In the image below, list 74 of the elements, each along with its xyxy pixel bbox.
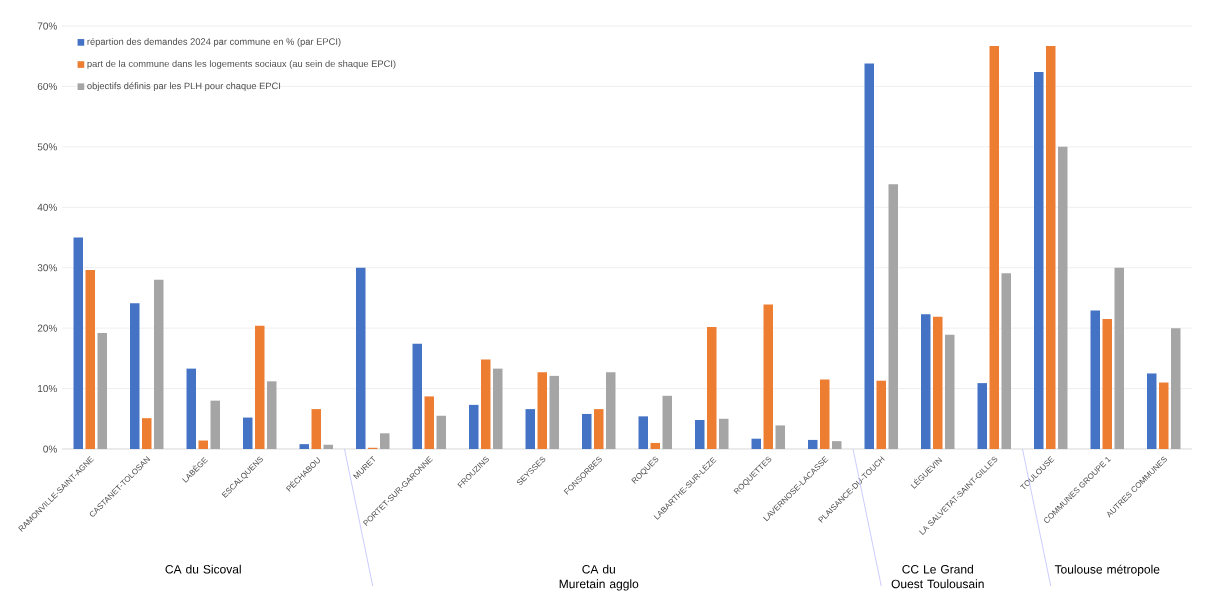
bar — [594, 409, 604, 449]
bar — [820, 379, 830, 449]
bar — [606, 372, 616, 449]
bar — [1058, 146, 1068, 449]
text: CA du Muretain agglo — [559, 564, 639, 591]
bar — [493, 368, 503, 449]
y-tick-label: 70% — [37, 22, 57, 30]
legend-label: part de la commune dans les logements sociaux (au sein de shaque EPCI) — [87, 60, 396, 69]
y-tick-label: 50% — [37, 143, 57, 151]
bar — [525, 409, 535, 449]
bar — [198, 440, 209, 449]
bar — [582, 413, 592, 449]
bar — [945, 334, 955, 449]
bar — [469, 404, 479, 449]
bar — [311, 409, 322, 449]
bar — [255, 325, 265, 449]
bar — [73, 237, 84, 449]
y-tick-label: 20% — [37, 324, 57, 332]
bar — [921, 314, 931, 449]
bar — [537, 372, 548, 449]
bar — [436, 415, 447, 449]
bar — [808, 439, 818, 449]
bar — [977, 383, 987, 449]
y-tick-label: 10% — [38, 385, 57, 393]
text: Toulouse métropole — [1054, 564, 1160, 577]
bar — [751, 438, 761, 449]
bar — [356, 267, 366, 449]
bar — [1159, 382, 1169, 449]
bar — [719, 418, 729, 449]
bar — [243, 417, 253, 449]
y-tick-label: 40% — [37, 203, 57, 211]
text: CA du Sicoval — [165, 564, 241, 574]
bar — [380, 433, 390, 449]
bar — [832, 441, 842, 449]
bar — [695, 419, 705, 449]
bar — [299, 444, 310, 449]
legend-label: objectifs définis par les PLH pour chaque EPCI — [87, 82, 281, 92]
bar — [1001, 273, 1011, 449]
y-tick-label: 60% — [37, 82, 57, 90]
bar — [1102, 319, 1112, 449]
bar — [1114, 267, 1124, 449]
bar — [775, 425, 785, 449]
bar — [989, 45, 999, 449]
bar — [1171, 328, 1181, 449]
bar — [97, 332, 108, 449]
bar — [933, 316, 943, 449]
text: CC Le Grand Ouest Toulousain — [891, 564, 984, 589]
bar — [142, 418, 152, 449]
bar — [662, 395, 672, 449]
bar — [154, 279, 164, 449]
bar — [650, 442, 660, 449]
bar — [323, 444, 334, 449]
y-tick-label: 0% — [43, 445, 57, 453]
bar — [424, 396, 435, 449]
bar — [864, 63, 874, 449]
bar — [876, 380, 886, 449]
bar — [210, 400, 221, 449]
bar — [549, 375, 559, 449]
bar — [1147, 373, 1157, 449]
bar — [1090, 310, 1100, 449]
bar — [707, 326, 717, 449]
bar — [888, 184, 898, 449]
bar — [130, 303, 140, 449]
bar — [763, 304, 773, 449]
bar — [1046, 45, 1056, 449]
y-tick-label: 30% — [37, 264, 57, 272]
bar — [267, 381, 277, 449]
bar — [85, 270, 96, 449]
legend-label: répartion des demandes 2024 par commune en % (par EPCI) — [87, 37, 341, 47]
bar — [186, 368, 197, 449]
bar — [481, 359, 491, 449]
bar — [412, 343, 422, 449]
bar — [1034, 71, 1044, 449]
bar — [638, 416, 649, 449]
